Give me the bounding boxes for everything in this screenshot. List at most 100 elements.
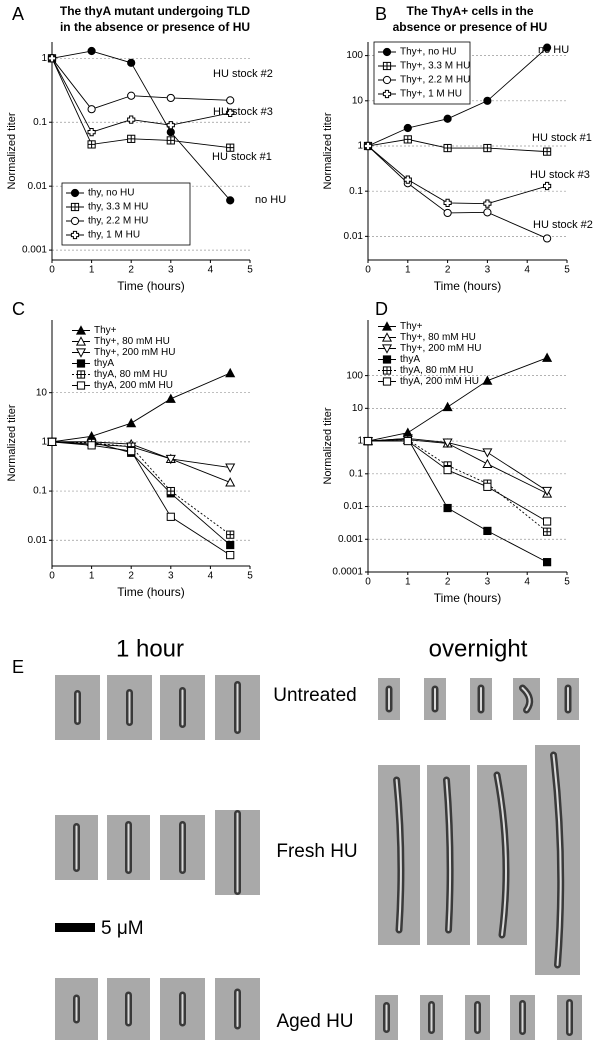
- marker: [87, 140, 96, 149]
- marker: [443, 143, 452, 153]
- legend-label: Thy+: [400, 321, 423, 332]
- y-axis-label: Normalized titer: [6, 112, 18, 189]
- marker: [75, 348, 87, 358]
- marker-part: [444, 144, 452, 152]
- marker: [543, 527, 552, 536]
- marker: [127, 115, 136, 124]
- marker-part: [75, 325, 87, 335]
- scale-bar: [55, 923, 95, 932]
- legend-label: Thy+, 200 mM HU: [400, 343, 481, 354]
- marker: [543, 234, 552, 243]
- marker: [542, 352, 553, 362]
- marker: [127, 134, 136, 143]
- marker-part: [76, 359, 86, 368]
- marker-part: [127, 135, 135, 143]
- marker: [165, 454, 176, 465]
- marker: [482, 375, 493, 385]
- marker: [166, 128, 175, 137]
- x-tick-label: 1: [405, 577, 411, 588]
- marker: [75, 325, 87, 335]
- marker: [381, 332, 393, 342]
- marker: [225, 477, 236, 487]
- marker-part: [70, 230, 80, 240]
- marker-part: [226, 144, 234, 152]
- x-tick-label: 3: [485, 577, 491, 588]
- marker: [70, 202, 80, 212]
- y-axis-label: Normalized titer: [322, 407, 334, 484]
- x-tick-label: 3: [168, 571, 174, 582]
- marker-part: [75, 336, 87, 346]
- x-tick-label: 5: [564, 265, 570, 276]
- marker: [70, 188, 80, 198]
- marker: [226, 530, 235, 539]
- annotation: HU stock #2: [213, 68, 273, 80]
- x-tick-label: 4: [208, 265, 214, 276]
- marker: [363, 141, 373, 151]
- cell-highlight: [395, 779, 402, 931]
- series-line: [367, 138, 548, 153]
- y-tick-label: 1: [41, 437, 47, 448]
- marker: [403, 175, 412, 184]
- legend-label: Thy+, 1 M HU: [400, 89, 462, 100]
- marker: [443, 465, 452, 475]
- series-line: [367, 438, 548, 492]
- marker-part: [71, 203, 79, 211]
- marker-part: [77, 370, 85, 379]
- marker-part: [543, 558, 552, 567]
- marker-part: [88, 140, 96, 149]
- legend-label: Thy+, 2.2 M HU: [400, 75, 470, 86]
- x-tick-label: 0: [49, 571, 55, 582]
- marker: [382, 89, 392, 99]
- marker: [482, 458, 493, 469]
- marker: [543, 147, 552, 156]
- marker-part: [542, 352, 553, 362]
- scale-bar-label: 5 μM: [101, 918, 144, 939]
- marker-part: [543, 234, 552, 243]
- y-tick-label: 0.01: [344, 501, 364, 512]
- marker-part: [87, 128, 96, 137]
- marker-part: [543, 528, 551, 536]
- marker: [76, 370, 86, 379]
- marker: [381, 344, 393, 354]
- annotation: no HU: [255, 194, 286, 206]
- legend-label: thyA, 200 mM HU: [94, 380, 173, 391]
- marker: [226, 96, 235, 105]
- marker: [542, 486, 553, 497]
- marker: [543, 43, 552, 52]
- x-tick-label: 0: [365, 577, 371, 588]
- marker: [225, 367, 236, 378]
- y-tick-label: 10: [352, 95, 364, 106]
- chart-title: The ThyA+ cells in the: [406, 4, 533, 18]
- marker-part: [382, 355, 392, 364]
- marker: [76, 381, 86, 390]
- marker: [127, 91, 136, 100]
- series-line: [51, 441, 231, 536]
- annotation: HU stock #1: [212, 151, 272, 163]
- marker: [543, 558, 552, 567]
- series-line: [51, 441, 231, 556]
- row-label: Fresh HU: [276, 841, 357, 862]
- marker: [483, 96, 492, 105]
- marker: [75, 336, 87, 346]
- x-tick-label: 3: [485, 265, 491, 276]
- annotation: HU stock #2: [533, 219, 593, 231]
- marker: [403, 135, 412, 144]
- marker: [226, 550, 235, 560]
- marker-part: [167, 136, 175, 144]
- x-axis-label: Time (hours): [117, 585, 185, 599]
- panel-letter: D: [375, 299, 388, 319]
- marker-part: [166, 121, 175, 130]
- marker: [483, 526, 492, 536]
- cell-highlight: [445, 779, 452, 931]
- marker-part: [226, 550, 235, 560]
- annotation: no HU: [538, 44, 569, 56]
- marker-part: [382, 89, 392, 99]
- marker-part: [126, 417, 137, 428]
- marker: [47, 437, 57, 446]
- marker-part: [167, 487, 175, 495]
- chart-title: absence or presence of HU: [393, 20, 548, 34]
- marker: [47, 54, 57, 63]
- marker-part: [443, 208, 452, 218]
- marker-part: [70, 188, 80, 198]
- marker-part: [443, 198, 452, 208]
